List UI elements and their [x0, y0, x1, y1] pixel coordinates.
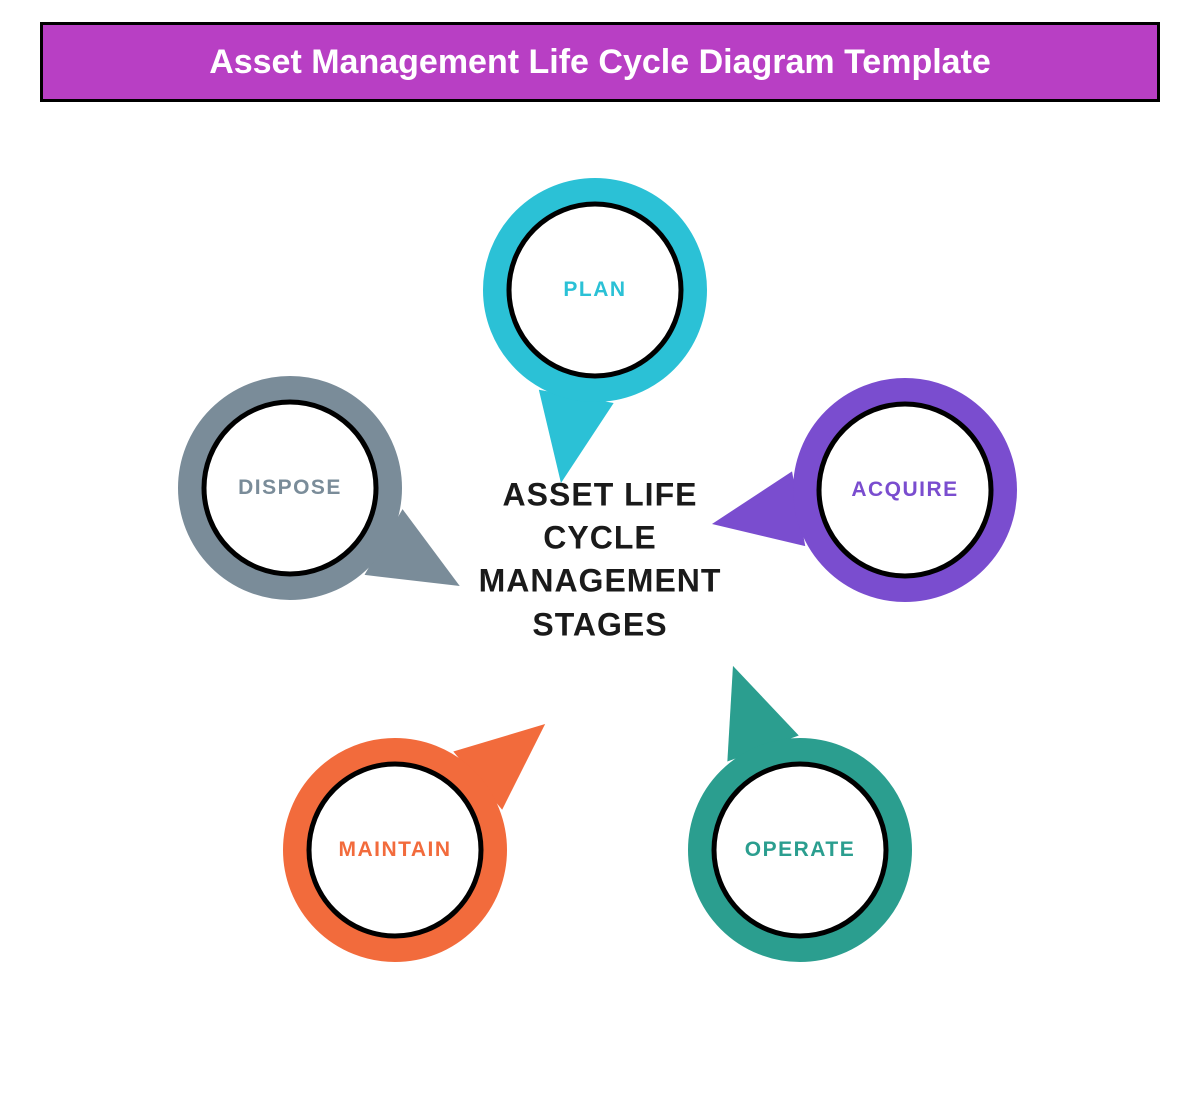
stage-acquire: ACQUIRE — [709, 294, 1101, 686]
stage-maintain: MAINTAIN — [199, 654, 591, 1046]
title-text: Asset Management Life Cycle Diagram Temp… — [209, 43, 991, 82]
stage-dispose: DISPOSE — [94, 292, 486, 684]
stage-label-acquire: ACQUIRE — [851, 478, 958, 502]
cycle-diagram: ASSET LIFE CYCLE MANAGEMENT STAGES PLANA… — [0, 160, 1200, 1100]
stage-label-plan: PLAN — [563, 278, 626, 302]
stage-label-operate: OPERATE — [745, 838, 855, 862]
stage-label-dispose: DISPOSE — [238, 476, 342, 500]
title-banner: Asset Management Life Cycle Diagram Temp… — [40, 22, 1160, 102]
stage-operate: OPERATE — [604, 654, 996, 1046]
stage-label-maintain: MAINTAIN — [338, 838, 451, 862]
